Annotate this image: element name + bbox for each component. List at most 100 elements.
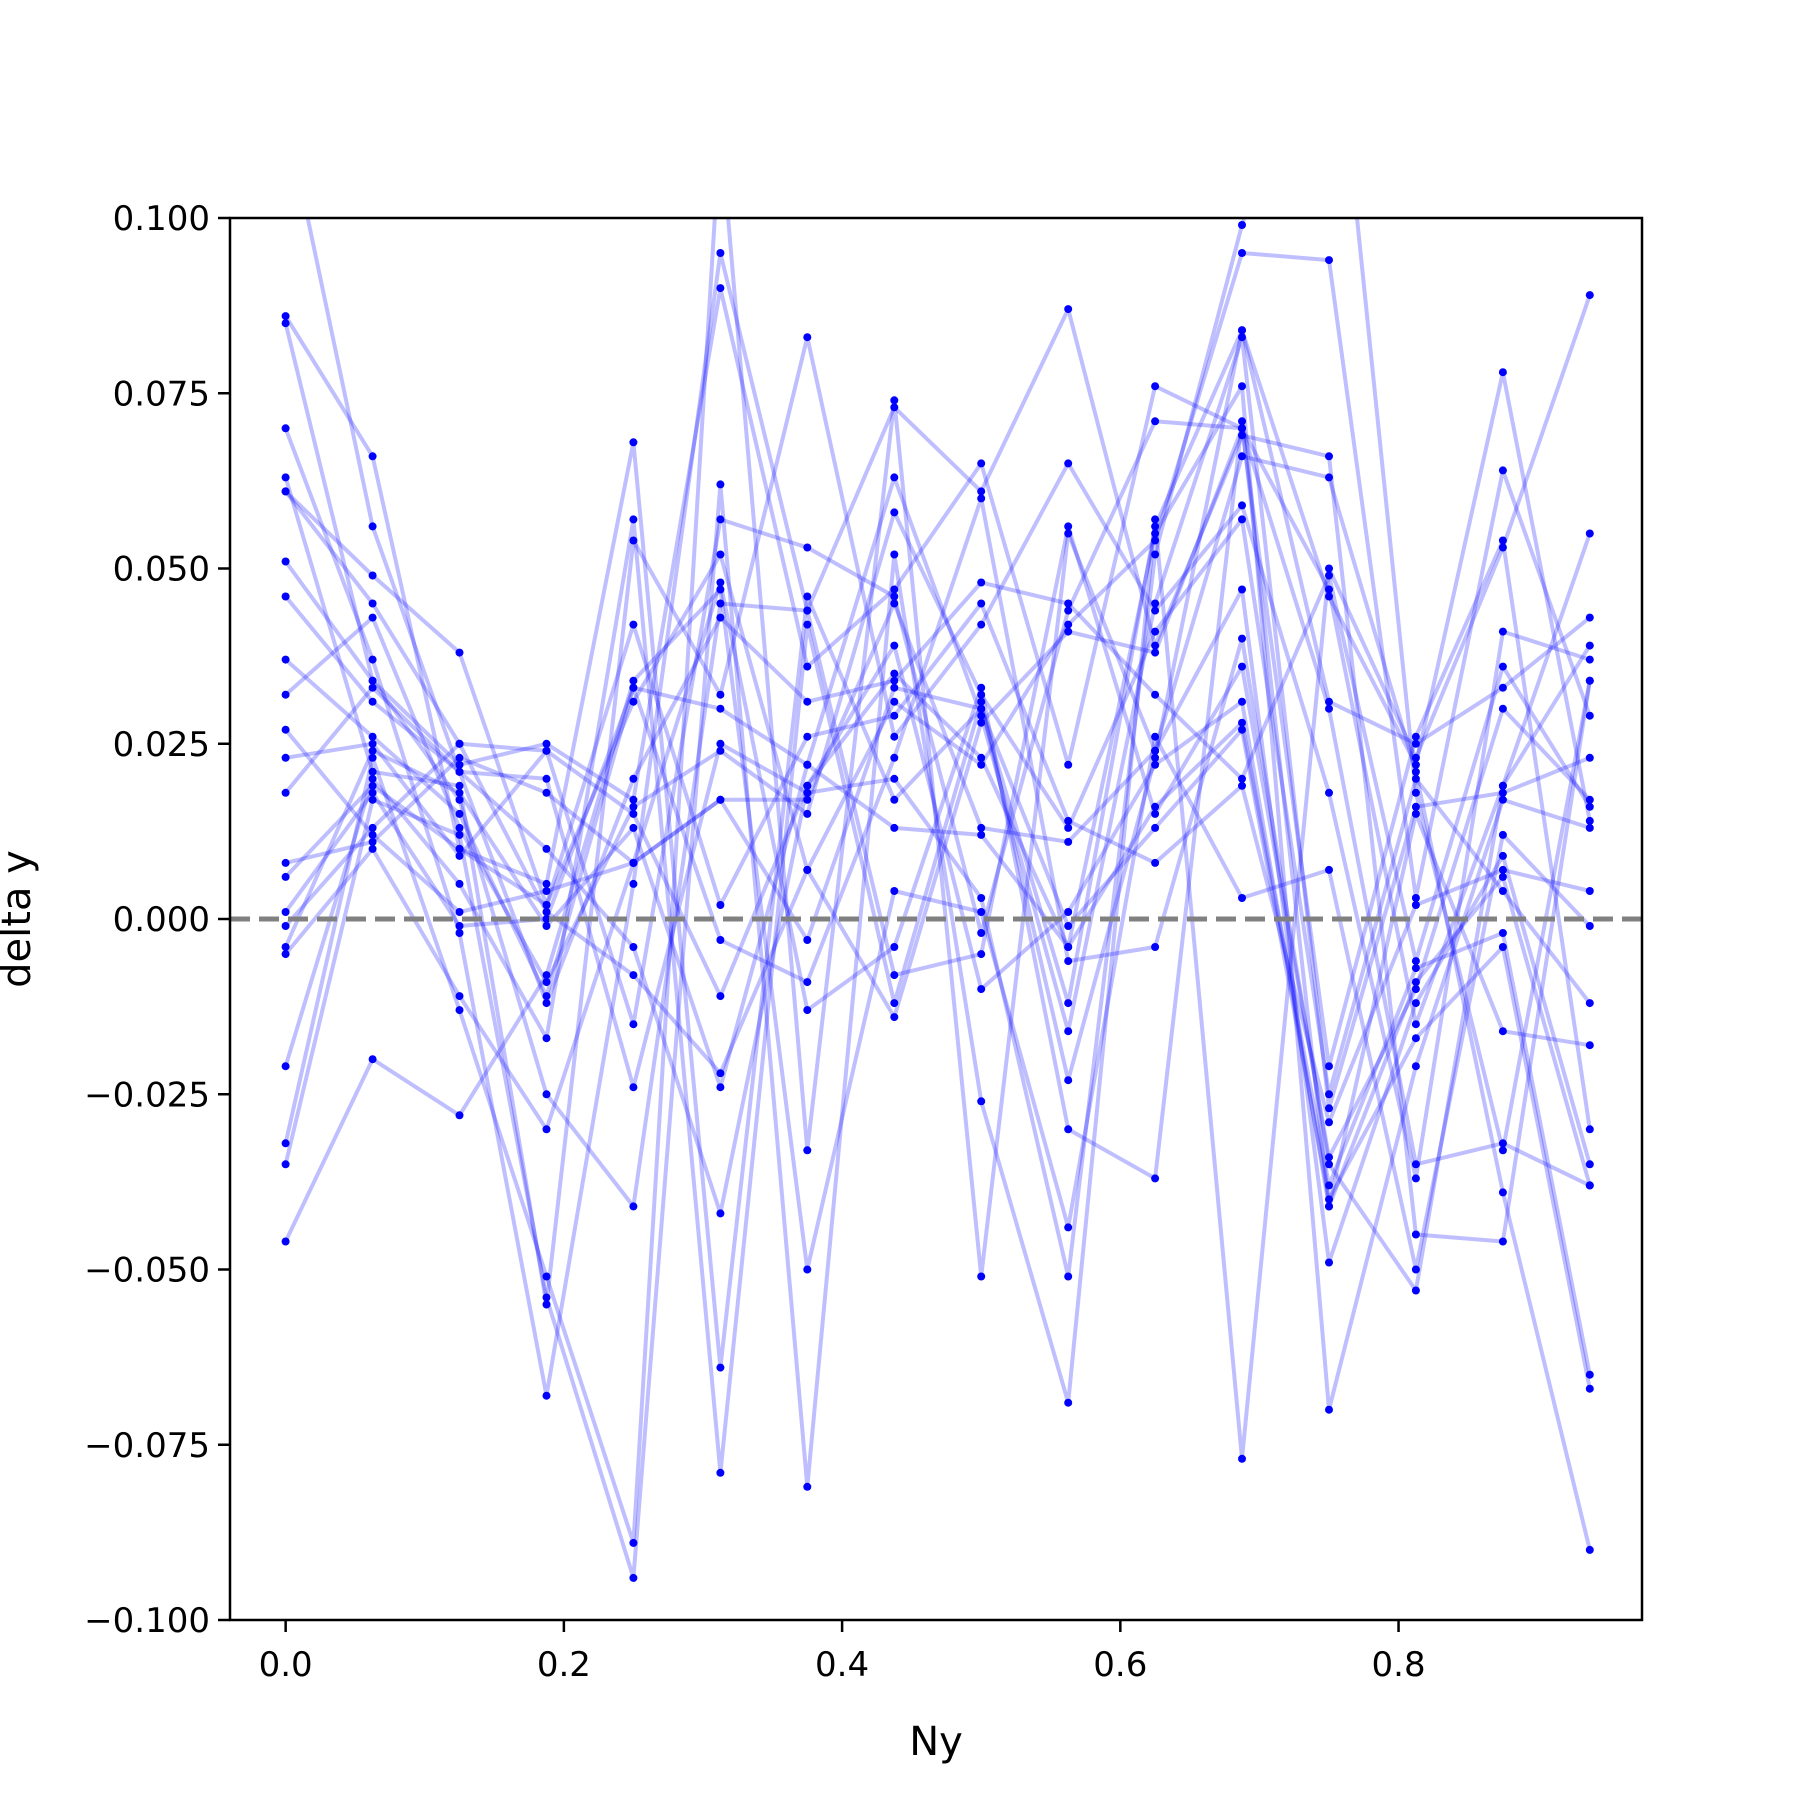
data-point — [455, 851, 464, 860]
data-point — [1064, 922, 1073, 930]
data-point — [629, 1202, 638, 1211]
data-point — [368, 676, 377, 685]
data-point — [1498, 1237, 1507, 1246]
data-point — [542, 746, 551, 755]
data-point — [455, 922, 464, 930]
data-point — [455, 830, 464, 839]
data-point — [281, 424, 290, 433]
data-point — [542, 1300, 551, 1309]
data-point — [281, 312, 290, 321]
data-point — [977, 494, 986, 503]
data-point — [1238, 662, 1246, 671]
data-point — [542, 901, 551, 909]
data-point — [1498, 1188, 1507, 1197]
data-point — [281, 1237, 290, 1246]
data-point — [542, 788, 551, 797]
data-point — [716, 515, 725, 524]
data-point — [1064, 823, 1073, 832]
data-point — [977, 704, 986, 713]
data-point — [1325, 697, 1333, 706]
data-point — [1151, 599, 1160, 608]
data-point — [455, 739, 464, 748]
data-point — [1238, 774, 1246, 783]
data-point — [1585, 613, 1594, 622]
x-axis-ticks: 0.0 0.2 0.4 0.6 0.8 — [259, 1620, 1426, 1685]
data-point — [1325, 1090, 1333, 1099]
series-line-23 — [283, 587, 1592, 1272]
data-point — [1064, 760, 1073, 769]
data-point — [368, 823, 377, 832]
data-point — [977, 599, 986, 608]
data-point — [455, 809, 464, 818]
data-point — [455, 908, 464, 916]
data-point — [716, 599, 725, 608]
data-point — [1411, 809, 1420, 818]
series-line-4 — [283, 251, 1592, 1398]
data-point — [977, 711, 986, 720]
x-tick-label: 0.6 — [1093, 1645, 1147, 1685]
series-line-11 — [284, 587, 1592, 1265]
data-point — [281, 943, 290, 951]
data-point — [1064, 999, 1073, 1008]
data-point — [1064, 627, 1073, 636]
data-point — [455, 760, 464, 769]
data-point — [368, 732, 377, 741]
data-point — [1064, 943, 1073, 951]
series-line-3 — [283, 286, 1592, 1027]
data-point — [1064, 908, 1073, 916]
data-point — [1064, 1398, 1073, 1407]
x-tick-label: 0.4 — [815, 1645, 869, 1685]
data-point — [1151, 417, 1160, 426]
data-point — [281, 725, 290, 734]
data-point — [282, 109, 290, 117]
data-point — [1151, 753, 1160, 762]
data-point — [977, 908, 986, 916]
data-point — [1411, 901, 1420, 909]
data-point — [716, 739, 725, 748]
data-point — [1585, 1125, 1594, 1134]
data-point — [1064, 1125, 1073, 1134]
data-point — [803, 592, 812, 601]
data-point — [1411, 1265, 1420, 1274]
data-point — [368, 683, 377, 692]
data-point — [890, 669, 899, 678]
data-point — [1585, 641, 1594, 650]
data-point — [1325, 452, 1333, 461]
data-point — [1585, 711, 1594, 720]
series-line-14 — [285, 685, 1592, 1390]
data-point — [1585, 655, 1594, 664]
data-point — [1064, 957, 1073, 966]
data-point — [629, 697, 638, 706]
data-point — [1325, 865, 1333, 874]
data-point — [890, 403, 899, 412]
data-point — [281, 1160, 290, 1169]
data-point — [1151, 746, 1160, 755]
data-point — [455, 1111, 464, 1120]
y-tick-label: −0.100 — [84, 1601, 210, 1641]
data-point — [1151, 858, 1160, 867]
data-point — [542, 999, 551, 1008]
data-point — [890, 585, 899, 594]
data-point — [281, 690, 290, 699]
data-point — [1585, 887, 1594, 895]
data-point — [890, 592, 899, 601]
data-point — [368, 522, 377, 531]
data-point — [1064, 1076, 1073, 1085]
data-point — [629, 823, 638, 832]
data-point — [281, 950, 290, 959]
data-point — [716, 1363, 725, 1372]
data-point — [1325, 1181, 1333, 1190]
data-point — [1411, 753, 1420, 762]
data-point — [977, 753, 986, 762]
data-point — [1325, 1258, 1333, 1267]
data-point — [1325, 1062, 1333, 1071]
data-point — [716, 249, 725, 257]
data-point — [716, 690, 725, 699]
data-point — [1498, 872, 1507, 881]
data-point — [716, 480, 725, 489]
data-point — [542, 908, 551, 916]
data-point — [1498, 466, 1507, 475]
data-point — [1585, 753, 1594, 762]
data-point — [1238, 781, 1246, 790]
data-point — [1411, 732, 1420, 741]
